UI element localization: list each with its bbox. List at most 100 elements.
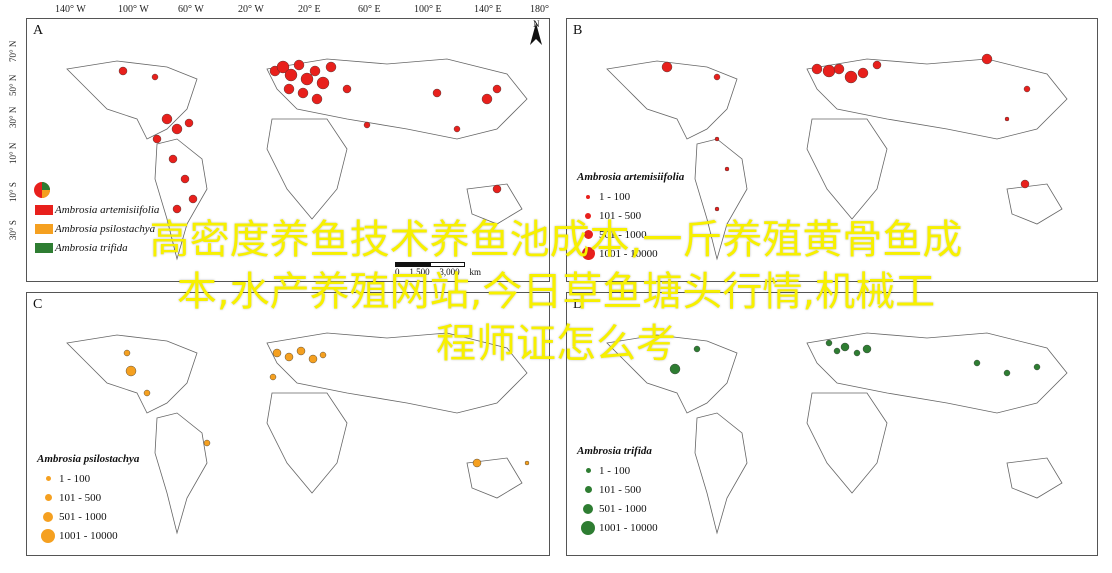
occurrence-marker: [844, 70, 858, 84]
lat-tick: 10° N: [8, 142, 18, 164]
dot-icon: [45, 476, 51, 481]
lon-tick: 20° W: [238, 4, 264, 15]
occurrence-marker: [669, 363, 681, 375]
occurrence-marker: [284, 352, 294, 362]
legend-class: 101 - 500: [599, 209, 642, 222]
lon-tick: 60° W: [178, 4, 204, 15]
legend-item: Ambrosia psilostachya: [55, 222, 156, 235]
occurrence-marker: [143, 389, 151, 397]
lat-tick: 10° S: [8, 182, 18, 202]
dot-icon: [44, 494, 52, 501]
occurrence-marker: [1020, 179, 1030, 189]
occurrence-marker: [308, 354, 318, 364]
legend-title: Ambrosia artemisiifolia: [577, 171, 685, 183]
occurrence-marker: [973, 359, 981, 367]
dot-icon: [581, 247, 595, 260]
map-b-svg: [606, 53, 1068, 261]
overlay-line-2: 本,水产养殖网站,今日草鱼塘头行情,机械工: [176, 269, 936, 315]
occurrence-marker: [284, 68, 298, 82]
map-panel-c: C Ambrosia psilostachya 1 - 100 101 - 50…: [26, 292, 550, 556]
dot-icon: [43, 511, 53, 522]
lon-tick: 180°: [530, 4, 549, 15]
occurrence-marker: [714, 206, 720, 212]
occurrence-marker: [472, 458, 482, 468]
legend-c: Ambrosia psilostachya 1 - 100 101 - 500 …: [37, 453, 139, 545]
legend-d: Ambrosia trifida 1 - 100 101 - 500 501 -…: [577, 445, 658, 537]
occurrence-marker: [1023, 85, 1031, 93]
occurrence-marker: [118, 66, 128, 76]
occurrence-marker: [1033, 363, 1041, 371]
legend-row: Ambrosia artemisiifolia: [33, 200, 159, 219]
legend-class: 501 - 1000: [599, 502, 647, 515]
lon-tick: 60° E: [358, 4, 381, 15]
dot-icon: [585, 468, 591, 473]
dot-icon: [41, 528, 55, 543]
occurrence-marker: [481, 93, 493, 105]
occurrence-marker: [822, 64, 836, 78]
panel-label: B: [573, 23, 583, 38]
legend-a: Ambrosia artemisiifolia Ambrosia psilost…: [33, 181, 159, 257]
dot-icon: [583, 503, 593, 514]
occurrence-marker: [872, 60, 882, 70]
north-label: N: [533, 19, 540, 29]
occurrence-marker: [161, 113, 173, 125]
occurrence-marker: [363, 121, 371, 129]
occurrence-marker: [269, 373, 277, 381]
occurrence-marker: [661, 61, 673, 73]
map-a-svg: [66, 58, 528, 261]
dot-icon: [584, 486, 592, 493]
legend-title: Ambrosia psilostachya: [37, 453, 140, 465]
legend-class: 1001 - 10000: [599, 521, 658, 534]
scale-bar: 0 1,500 3,000 km: [395, 262, 481, 277]
scale-unit: km: [469, 267, 481, 277]
occurrence-marker: [862, 344, 872, 354]
occurrence-marker: [840, 342, 850, 352]
map-panel-b: B Ambrosia artemisiifolia 1 - 100 101 - …: [566, 18, 1098, 282]
legend-class: 1 - 100: [59, 472, 91, 485]
occurrence-marker: [168, 154, 178, 164]
occurrence-marker: [151, 73, 159, 81]
scale-label: 0: [395, 267, 400, 277]
occurrence-marker: [857, 67, 869, 79]
occurrence-marker: [524, 460, 530, 466]
occurrence-marker: [432, 88, 442, 98]
scale-label: 3,000: [439, 267, 460, 277]
occurrence-marker: [316, 76, 330, 90]
legend-class: 1001 - 10000: [599, 247, 658, 260]
lon-tick: 140° E: [474, 4, 502, 15]
legend-title: Ambrosia trifida: [577, 445, 652, 457]
legend-item: Ambrosia artemisiifolia: [55, 203, 160, 216]
occurrence-marker: [981, 53, 993, 65]
occurrence-marker: [188, 194, 198, 204]
dot-icon: [581, 520, 595, 535]
map-panel-d: D Ambrosia trifida 1 - 100 101 - 500 501…: [566, 292, 1098, 556]
lat-tick: 30° N: [8, 106, 18, 128]
occurrence-marker: [184, 118, 194, 128]
lon-tick: 20° E: [298, 4, 321, 15]
occurrence-marker: [713, 73, 721, 81]
occurrence-marker: [693, 345, 701, 353]
legend-class: 101 - 500: [599, 483, 642, 496]
occurrence-marker: [1003, 369, 1011, 377]
legend-row: Ambrosia trifida: [33, 238, 159, 257]
occurrence-marker: [1004, 116, 1010, 122]
lat-tick: 70° N: [8, 40, 18, 62]
north-arrow-icon: [530, 23, 542, 45]
map-panel-a: A N Ambrosia artemisiifolia Ambrosia psi…: [26, 18, 550, 282]
panel-label: C: [33, 297, 43, 312]
occurrence-marker: [297, 87, 309, 99]
map-d-svg: [606, 332, 1068, 535]
occurrence-marker: [171, 123, 183, 135]
occurrence-marker: [342, 84, 352, 94]
occurrence-marker: [300, 72, 314, 86]
legend-class: 1 - 100: [599, 464, 631, 477]
legend-class: 501 - 1000: [59, 510, 107, 523]
occurrence-marker: [325, 61, 337, 73]
lon-tick: 100° W: [118, 4, 149, 15]
dot-icon: [583, 230, 593, 239]
map-c-svg: [66, 332, 530, 535]
legend-row: Ambrosia psilostachya: [33, 219, 159, 238]
legend-b: Ambrosia artemisiifolia 1 - 100 101 - 50…: [577, 171, 684, 263]
occurrence-marker: [272, 348, 282, 358]
occurrence-marker: [125, 365, 137, 377]
